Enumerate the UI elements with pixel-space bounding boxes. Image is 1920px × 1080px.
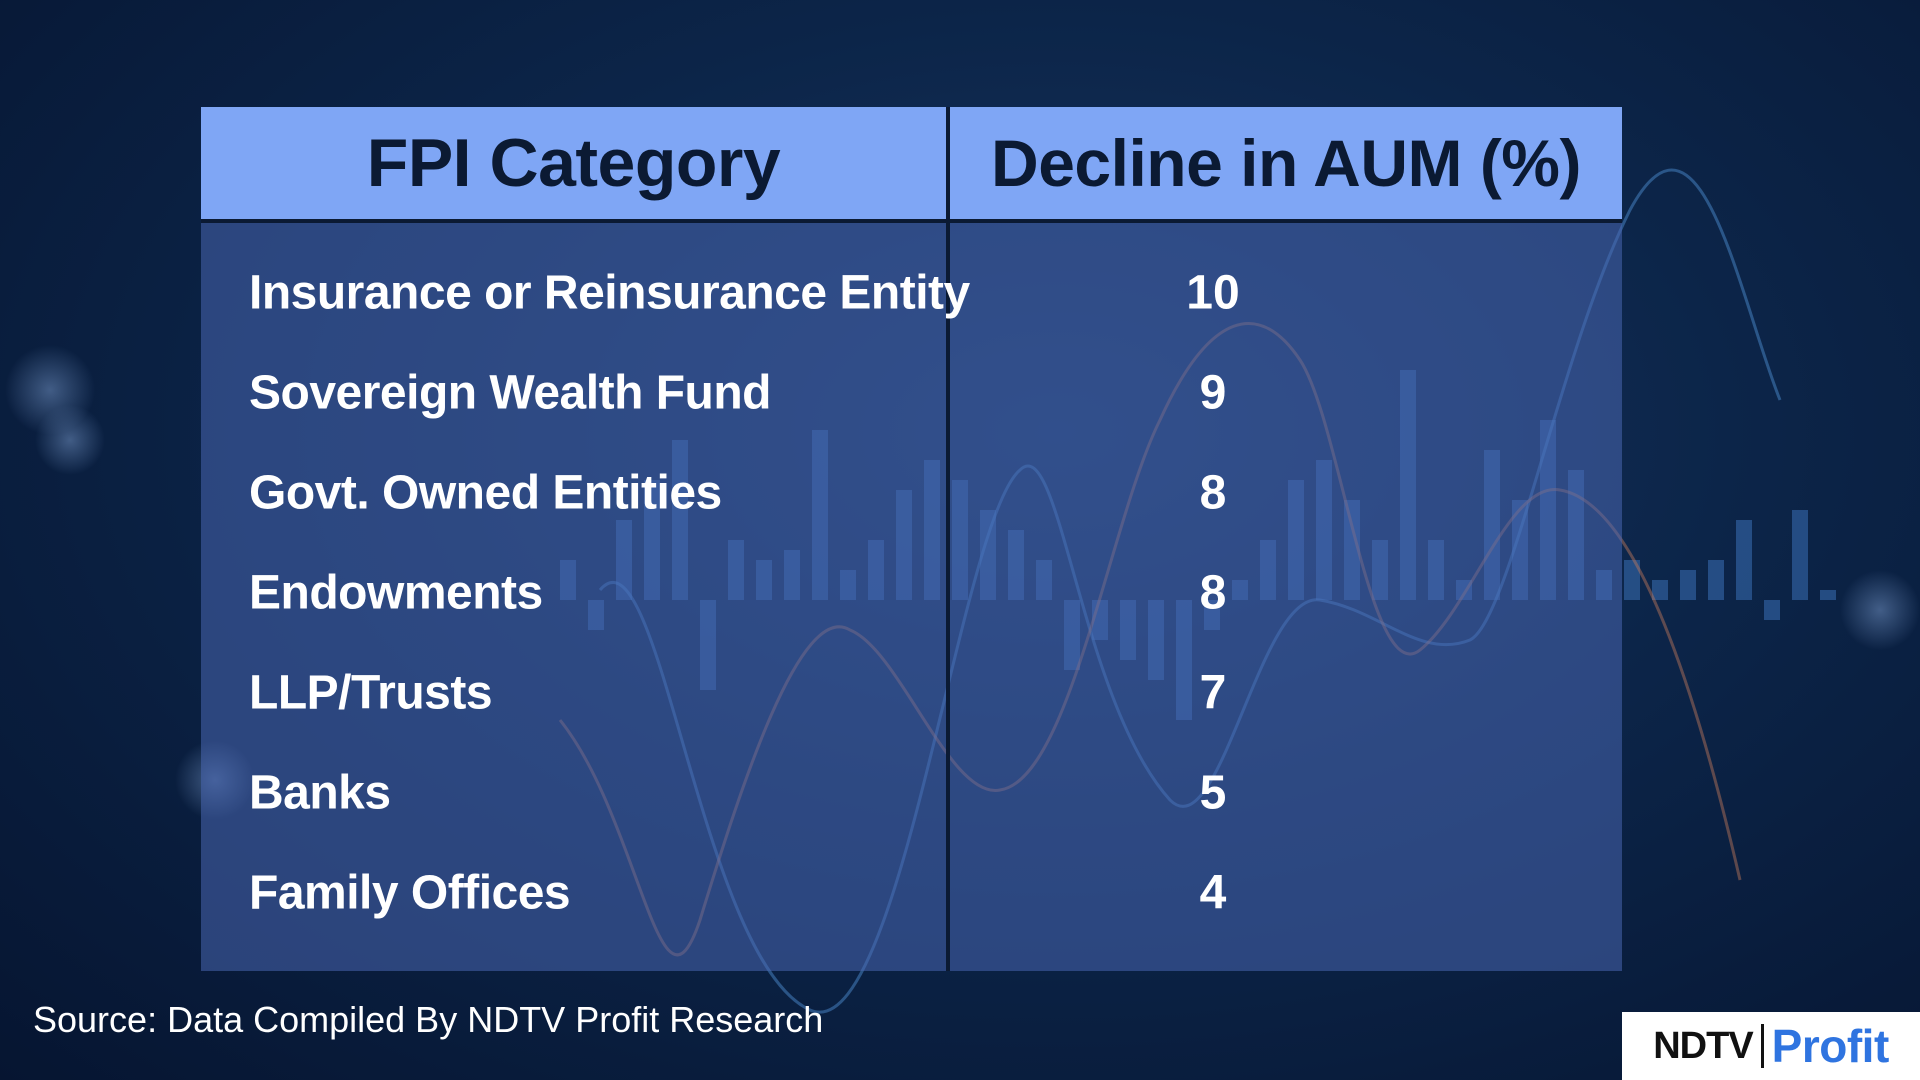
background-bar	[1708, 560, 1724, 600]
row-category: Family Offices	[249, 866, 571, 920]
row-decline-value: 8	[1199, 566, 1227, 620]
row-category: Endowments	[249, 566, 543, 620]
row-decline-value: 7	[1199, 666, 1227, 720]
row-category: Banks	[249, 766, 391, 820]
column-divider	[946, 223, 950, 971]
background-bar	[1652, 580, 1668, 600]
background-bar	[1736, 520, 1752, 600]
header-fpi-category: FPI Category	[366, 125, 781, 201]
row-decline-value: 5	[1199, 766, 1227, 820]
background-bar	[1680, 570, 1696, 600]
row-category: LLP/Trusts	[249, 666, 493, 720]
fpi-decline-table: FPI Category Decline in AUM (%) Insuranc…	[201, 107, 1622, 971]
background-bar	[1820, 590, 1836, 600]
logo-profit-text: Profit	[1771, 1020, 1890, 1072]
background-bar	[1624, 560, 1640, 600]
source-note: Source: Data Compiled By NDTV Profit Res…	[33, 999, 824, 1040]
table-header	[201, 107, 1622, 219]
row-decline-value: 8	[1199, 466, 1227, 520]
row-decline-value: 4	[1199, 866, 1227, 920]
background-bar	[1764, 600, 1780, 620]
logo-divider	[1760, 1024, 1764, 1068]
ndtv-profit-logo: NDTV Profit	[1622, 1012, 1920, 1080]
header-divider	[946, 107, 950, 219]
background-bar	[1792, 510, 1808, 600]
header-decline-aum: Decline in AUM (%)	[991, 126, 1581, 200]
row-decline-value: 9	[1199, 366, 1227, 420]
row-category: Sovereign Wealth Fund	[249, 366, 772, 420]
row-decline-value: 10	[1186, 266, 1240, 320]
row-category: Govt. Owned Entities	[249, 466, 722, 520]
table-body	[201, 223, 1622, 971]
header-underline	[201, 219, 1622, 223]
row-category: Insurance or Reinsurance Entity	[249, 266, 970, 320]
logo-ndtv-text: NDTV	[1653, 1024, 1753, 1067]
